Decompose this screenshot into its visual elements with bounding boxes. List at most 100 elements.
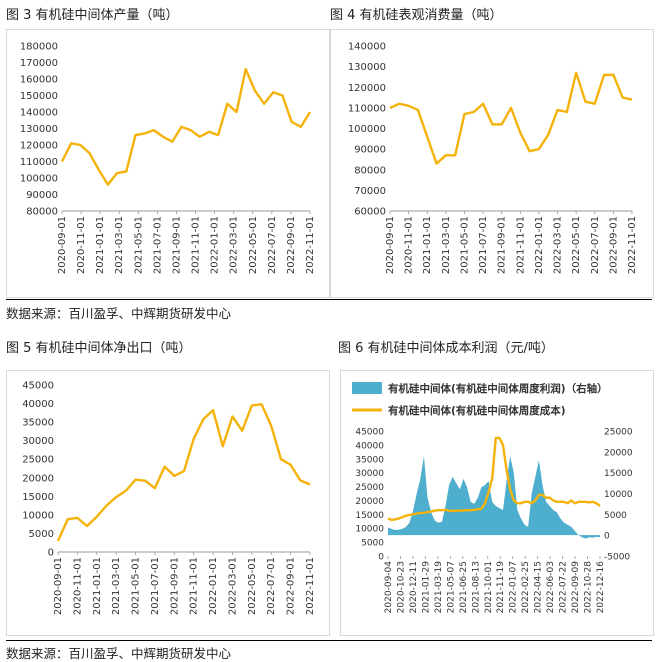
source-note-top: 数据来源：百川盈孚、中辉期货研发中心 — [6, 303, 231, 322]
fig5-ytick-20000: 20000 — [22, 473, 54, 484]
x-tick-label: 2020-09-01 — [57, 216, 68, 274]
fig5-ytick-30000: 30000 — [22, 436, 54, 447]
fig6-left-ytick-5000: 5000 — [361, 539, 384, 549]
x-tick-label: 2022-07-01 — [267, 216, 278, 274]
fig6-left-ytick-0: 0 — [378, 553, 384, 563]
x-tick-label: 2022-10-28 — [584, 561, 594, 614]
fig6-right-ytick-10000: 10000 — [604, 490, 633, 500]
x-tick-label: 2021-11-19 — [496, 561, 506, 614]
fig3-ytick-130000: 130000 — [20, 124, 58, 135]
x-tick-label: 2021-11-01 — [189, 557, 200, 615]
fig4-ytick-100000: 100000 — [348, 124, 386, 135]
caption-fig6: 图 6 有机硅中间体成本利润（元/吨） — [338, 337, 554, 356]
x-tick-label: 2022-09-01 — [286, 557, 297, 615]
x-tick-label: 2022-01-01 — [534, 216, 545, 274]
x-tick-label: 2022-09-01 — [286, 216, 297, 274]
chart-fig4-consumption: 6000070000800009000010000011000012000013… — [330, 29, 652, 296]
fig6-left-ytick-30000: 30000 — [355, 469, 384, 479]
fig3-ytick-140000: 140000 — [20, 108, 58, 119]
x-tick-label: 2022-02-25 — [521, 561, 531, 613]
caption-fig3: 图 3 有机硅中间体产量（吨） — [6, 4, 179, 23]
chart-fig6-cost-profit: 有机硅中间体(有机硅中间体周度利润)（右轴） 有机硅中间体(有机硅中间体周度成本)… — [340, 370, 652, 634]
fig4-ytick-90000: 90000 — [354, 145, 386, 156]
x-tick-label: 2021-03-01 — [111, 557, 122, 615]
x-tick-label: 2021-07-01 — [152, 216, 163, 274]
fig3-ytick-80000: 80000 — [26, 207, 58, 218]
x-tick-label: 2021-05-01 — [459, 216, 470, 274]
series-line — [390, 73, 632, 164]
x-tick-label: 2021-01-01 — [422, 216, 433, 274]
legend-swatch-profit — [352, 382, 382, 394]
fig4-ytick-80000: 80000 — [354, 165, 386, 176]
x-tick-label: 2021-03-01 — [441, 216, 452, 274]
x-tick-label: 2020-11-01 — [404, 216, 415, 274]
x-tick-label: 2021-08-13 — [471, 561, 481, 613]
source-note-bottom: 数据来源：百川盈孚、中辉期货研发中心 — [6, 643, 231, 662]
series-line — [58, 404, 310, 541]
legend-label-profit: 有机硅中间体(有机硅中间体周度利润)（右轴） — [388, 382, 608, 395]
fig5-ytick-35000: 35000 — [22, 418, 54, 429]
fig4-ytick-140000: 140000 — [348, 42, 386, 53]
legend-label-cost: 有机硅中间体(有机硅中间体周度成本) — [388, 404, 566, 417]
x-tick-label: 2022-04-15 — [534, 561, 544, 613]
x-tick-label: 2020-11-01 — [76, 216, 87, 274]
x-tick-label: 2022-03-01 — [553, 216, 564, 274]
fig5-ytick-15000: 15000 — [22, 492, 54, 503]
fig6-right-ytick-25000: 25000 — [604, 428, 633, 438]
fig3-ytick-150000: 150000 — [20, 91, 58, 102]
x-tick-label: 2021-09-01 — [171, 216, 182, 274]
x-tick-label: 2021-05-01 — [131, 557, 142, 615]
x-tick-label: 2022-05-01 — [247, 557, 258, 615]
fig4-ytick-60000: 60000 — [354, 207, 386, 218]
x-tick-label: 2022-01-07 — [509, 561, 519, 613]
fig6-right-ytick-15000: 15000 — [604, 469, 633, 479]
fig3-ytick-160000: 160000 — [20, 75, 58, 86]
x-tick-label: 2021-11-01 — [515, 216, 526, 274]
fig5-ytick-10000: 10000 — [22, 510, 54, 521]
fig5-ytick-5000: 5000 — [29, 529, 54, 540]
fig4-ytick-70000: 70000 — [354, 186, 386, 197]
x-tick-label: 2021-03-01 — [114, 216, 125, 274]
fig4-ytick-130000: 130000 — [348, 62, 386, 73]
caption-fig5: 图 5 有机硅中间体净出口（吨） — [6, 337, 192, 356]
fig3-ytick-100000: 100000 — [20, 174, 58, 185]
fig3-ytick-180000: 180000 — [20, 42, 58, 53]
fig6-left-ytick-20000: 20000 — [355, 497, 384, 507]
x-tick-label: 2022-07-22 — [559, 561, 569, 613]
x-tick-label: 2020-09-01 — [53, 557, 64, 615]
fig3-ytick-170000: 170000 — [20, 58, 58, 69]
x-tick-label: 2022-09-09 — [571, 561, 581, 614]
fig6-left-ytick-35000: 35000 — [355, 455, 384, 465]
x-tick-label: 2022-11-01 — [305, 557, 316, 615]
fig6-left-ytick-45000: 45000 — [355, 428, 384, 438]
fig5-ytick-45000: 45000 — [22, 381, 54, 392]
x-tick-label: 2021-06-25 — [459, 561, 469, 613]
chart-fig3-production: 8000090000100000110000120000130000140000… — [6, 29, 328, 296]
x-tick-label: 2022-12-16 — [596, 561, 606, 614]
divider-bottom — [6, 640, 652, 641]
x-tick-label: 2022-05-01 — [571, 216, 582, 274]
divider-top — [6, 299, 652, 300]
x-tick-label: 2021-09-01 — [169, 557, 180, 615]
fig6-left-ytick-10000: 10000 — [355, 525, 384, 535]
series-line — [62, 69, 310, 185]
x-tick-label: 2020-12-11 — [409, 561, 419, 613]
fig6-left-ytick-15000: 15000 — [355, 511, 384, 521]
x-tick-label: 2021-01-01 — [95, 216, 106, 274]
x-tick-label: 2022-07-01 — [590, 216, 601, 274]
fig5-ytick-0: 0 — [48, 548, 54, 559]
x-tick-label: 2020-09-01 — [385, 216, 396, 274]
x-tick-label: 2021-11-01 — [191, 216, 202, 274]
x-tick-label: 2022-01-01 — [208, 557, 219, 615]
x-tick-label: 2021-09-01 — [497, 216, 508, 274]
x-tick-label: 2020-09-04 — [384, 561, 394, 614]
fig4-ytick-110000: 110000 — [348, 103, 386, 114]
fig5-ytick-40000: 40000 — [22, 399, 54, 410]
x-tick-label: 2022-09-01 — [608, 216, 619, 274]
x-tick-label: 2020-10-23 — [396, 561, 406, 613]
x-tick-label: 2021-01-01 — [92, 557, 103, 615]
fig6-right-ytick-0: 0 — [604, 532, 610, 542]
x-tick-label: 2021-01-29 — [421, 561, 431, 614]
x-tick-label: 2022-01-01 — [210, 216, 221, 274]
fig6-right-ytick-5000: 5000 — [604, 511, 627, 521]
